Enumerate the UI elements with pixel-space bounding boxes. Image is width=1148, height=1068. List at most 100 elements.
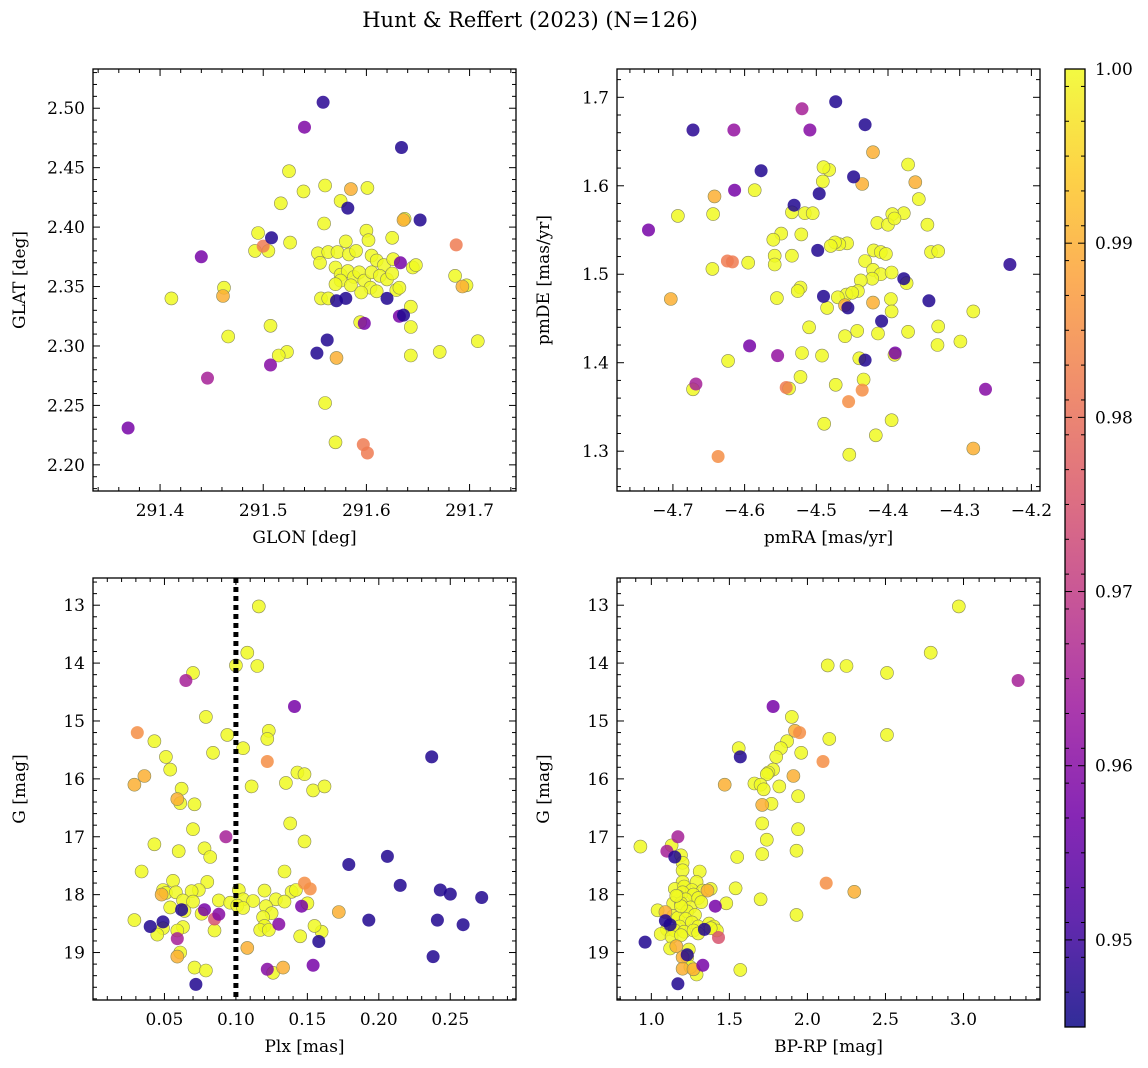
data-point (369, 284, 384, 299)
data-point (187, 797, 202, 812)
axes-frame (92, 577, 517, 1001)
x-tick-label: 291.4 (136, 501, 185, 521)
data-point (790, 284, 805, 298)
data-point (689, 377, 703, 391)
y-tick-label: 13 (63, 596, 85, 616)
data-point (236, 901, 250, 915)
data-point (842, 447, 857, 462)
x-tick-label: 2.5 (872, 1010, 899, 1030)
data-point (189, 977, 203, 991)
data-point (260, 755, 274, 768)
data-point (306, 958, 320, 972)
data-point (759, 832, 774, 847)
data-point (847, 884, 862, 899)
data-point (143, 920, 157, 933)
data-point (815, 348, 829, 363)
data-point (403, 348, 418, 363)
data-point (186, 822, 200, 837)
data-point (221, 329, 235, 344)
data-point (820, 301, 834, 315)
data-point (320, 333, 334, 347)
data-point (708, 899, 722, 913)
x-tick-label: 0.15 (288, 1010, 326, 1030)
data-point (979, 382, 992, 396)
data-point (413, 213, 427, 227)
data-point (858, 118, 872, 132)
data-point (880, 666, 894, 680)
x-axis-label: pmRA [mas/yr] (764, 528, 893, 548)
data-point (156, 915, 170, 929)
y-tick-label: 2.50 (47, 99, 85, 119)
data-point (779, 381, 793, 394)
data-point (855, 177, 870, 191)
data-point (360, 181, 375, 195)
data-point (200, 875, 215, 889)
y-tick-label: 19 (63, 944, 85, 964)
data-point (766, 700, 780, 713)
data-point (759, 767, 774, 782)
data-point (884, 413, 899, 428)
data-point (887, 211, 902, 226)
scatter-series (121, 95, 485, 460)
y-tick-label: 1.7 (582, 88, 609, 108)
data-point (130, 726, 144, 740)
x-tick-label: 2.0 (794, 1010, 821, 1030)
data-point (815, 174, 830, 189)
data-point (273, 196, 288, 211)
panel-cmd: 1.0 1.5 2.0 2.5 3.0 13 14 15 16 17 18 19 BP-RP [mag]… (534, 577, 1041, 1057)
data-point (923, 645, 938, 660)
data-point (755, 816, 770, 831)
data-point (908, 175, 923, 189)
data-point (338, 234, 353, 249)
x-tick-label: 291.7 (445, 501, 494, 521)
x-tick-label: 291.6 (342, 501, 391, 521)
data-point (866, 295, 880, 310)
data-point (668, 850, 682, 864)
y-tick-label: 13 (587, 596, 609, 616)
data-point (329, 351, 344, 365)
x-axis-label: BP-RP [mag] (774, 1037, 883, 1057)
data-point (669, 888, 684, 903)
data-point (121, 421, 135, 435)
data-point (328, 277, 343, 292)
colorbar-tick-label: 0.98 (1095, 408, 1133, 428)
data-point (344, 278, 358, 293)
y-axis-label: G [mag] (534, 754, 554, 823)
data-point (403, 320, 418, 334)
x-axis-label: Plx [mas] (264, 1037, 344, 1057)
data-point (393, 878, 407, 892)
data-point (951, 599, 966, 614)
data-point (362, 913, 376, 927)
data-point (663, 918, 677, 932)
data-point (791, 822, 805, 837)
data-point (310, 346, 324, 360)
data-point (901, 324, 915, 339)
data-point (147, 734, 162, 749)
data-point (727, 123, 741, 137)
y-tick-label: 2.30 (47, 337, 85, 357)
data-point (866, 145, 880, 159)
y-tick-label: 2.45 (47, 159, 85, 179)
data-point (163, 762, 177, 777)
data-point (342, 858, 356, 871)
data-point (186, 894, 200, 909)
data-point (755, 847, 770, 861)
data-point (791, 789, 805, 804)
data-point (697, 922, 711, 936)
colorbar-tick-label: 0.97 (1095, 583, 1133, 603)
data-point (203, 850, 217, 864)
data-point (717, 777, 732, 792)
data-point (240, 941, 255, 955)
data-point (795, 346, 809, 360)
data-point (712, 931, 725, 944)
data-point (240, 645, 255, 660)
data-point (393, 256, 407, 270)
y-tick-label: 16 (63, 770, 85, 790)
data-point (276, 960, 290, 975)
data-point (811, 243, 825, 257)
data-point (858, 254, 872, 268)
data-point (330, 245, 345, 259)
data-point (671, 830, 685, 844)
data-point (380, 849, 394, 863)
data-point (341, 201, 355, 215)
